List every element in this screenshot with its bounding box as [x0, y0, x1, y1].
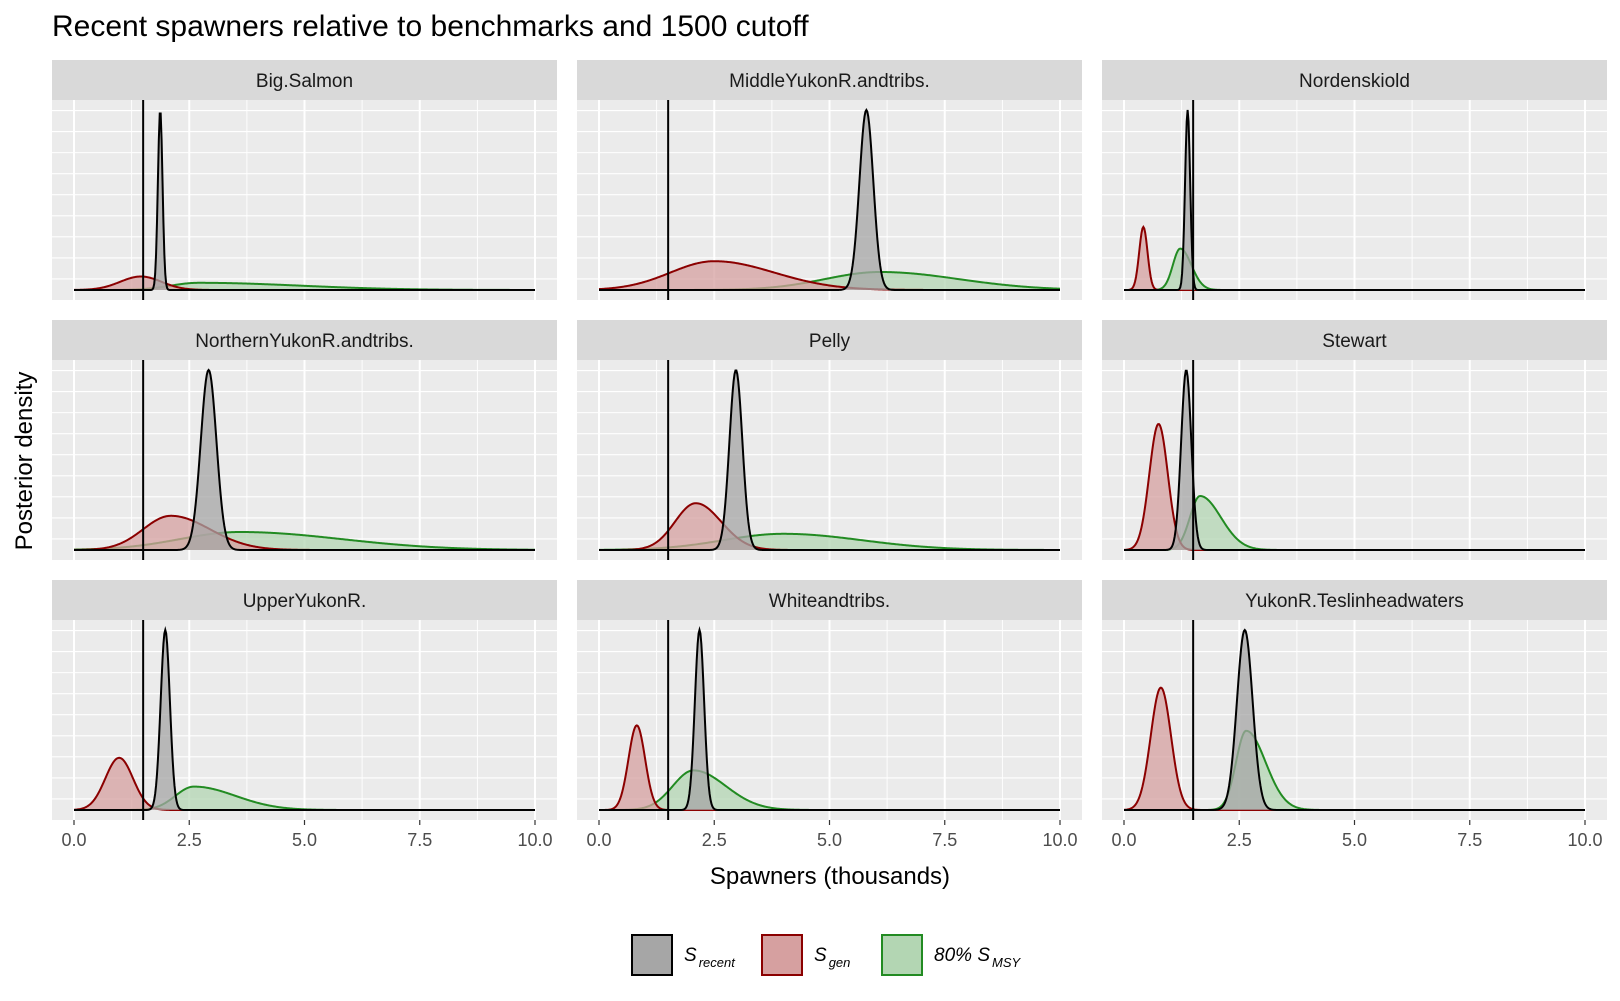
- density-80pct-smsy-area: [1124, 496, 1585, 550]
- facet-panel: MiddleYukonR.andtribs.: [577, 60, 1082, 300]
- facet-panel: Pelly: [577, 320, 1082, 560]
- x-axis-title: Spawners (thousands): [710, 863, 950, 890]
- facet-strip-label: MiddleYukonR.andtribs.: [729, 71, 930, 92]
- facet-panel: NorthernYukonR.andtribs.: [52, 320, 557, 560]
- density-srecent-line: [74, 626, 535, 811]
- density-srecent-line: [599, 108, 1060, 291]
- x-tick-label: 5.0: [817, 830, 842, 850]
- legend-base: S: [684, 945, 697, 966]
- legend-key-gen: [761, 934, 803, 976]
- facet-panel: UpperYukonR.: [52, 580, 557, 820]
- x-axes: 0.0 2.5 5.0 7.5 10.0 0.0 2.5 5.0 7.5 10.0 0.0 2.5 5.…: [61, 820, 1603, 850]
- x-tick-label: 7.5: [932, 830, 957, 850]
- density-sgen-area: [599, 261, 1060, 290]
- facet-panel: Nordenskiold: [1102, 60, 1607, 300]
- density-80pct-smsy-area: [599, 272, 1060, 290]
- facet-strip-label: Big.Salmon: [256, 71, 353, 92]
- x-tick-label: 5.0: [1342, 830, 1367, 850]
- x-tick-label: 0.0: [586, 830, 611, 850]
- x-tick-label: 10.0: [1567, 830, 1602, 850]
- x-tick-label: 5.0: [292, 830, 317, 850]
- facet-strip: [1102, 580, 1607, 620]
- density-sgen-area: [74, 276, 535, 290]
- density-srecent-line: [74, 112, 535, 291]
- facet-strip: [1102, 60, 1607, 100]
- density-sgen-area: [1124, 687, 1585, 810]
- facet-strip: [577, 60, 1082, 100]
- facet-panel: YukonR.Teslinheadwaters: [1102, 580, 1607, 820]
- y-axis-title: Posterior density: [11, 372, 38, 551]
- facet-panel: Big.Salmon: [52, 60, 557, 300]
- legend-item-msy: 80% S MSY: [881, 934, 1022, 976]
- facet-panel: Stewart: [1102, 320, 1607, 560]
- density-sgen-area: [1124, 424, 1585, 550]
- panel-grid: [52, 620, 557, 820]
- facet-strip: [52, 320, 557, 360]
- legend-base: S: [814, 945, 827, 966]
- x-tick-label: 2.5: [702, 830, 727, 850]
- facet-strip: [577, 320, 1082, 360]
- facet-strip-label: Whiteandtribs.: [769, 591, 890, 612]
- facet-strip-label: Nordenskiold: [1299, 71, 1410, 92]
- facet-strip: [52, 580, 557, 620]
- x-tick-label: 2.5: [177, 830, 202, 850]
- density-srecent-line: [1124, 628, 1585, 811]
- density-sgen-area: [599, 725, 1060, 810]
- density-srecent-line: [1124, 369, 1585, 551]
- density-80pct-smsy-area: [74, 786, 535, 810]
- facet-panel: Whiteandtribs.: [577, 580, 1082, 820]
- density-srecent-line: [1124, 109, 1585, 291]
- facet-strip: [52, 60, 557, 100]
- facet-strip-label: YukonR.Teslinheadwaters: [1245, 591, 1464, 612]
- x-tick-label: 10.0: [1042, 830, 1077, 850]
- legend-subscript: MSY: [992, 955, 1022, 970]
- x-tick-label: 7.5: [407, 830, 432, 850]
- x-tick-label: 2.5: [1227, 830, 1252, 850]
- density-srecent-line: [599, 626, 1060, 811]
- facet-strip-label: Stewart: [1322, 331, 1387, 352]
- facet-strip-label: UpperYukonR.: [243, 591, 367, 612]
- facet-strip-label: Pelly: [809, 331, 851, 352]
- facet-strip: [1102, 320, 1607, 360]
- density-srecent-line: [599, 369, 1060, 551]
- facet-strip-label: NorthernYukonR.andtribs.: [195, 331, 414, 352]
- legend-key-msy: [881, 934, 923, 976]
- x-tick-label: 7.5: [1457, 830, 1482, 850]
- density-80pct-smsy-area: [1124, 248, 1585, 290]
- x-tick-label: 0.0: [1111, 830, 1136, 850]
- x-tick-label: 0.0: [61, 830, 86, 850]
- legend-prefix: 80%: [934, 945, 977, 966]
- panel-grid: [577, 100, 1082, 300]
- density-80pct-smsy-area: [599, 770, 1060, 810]
- facet-strip: [577, 580, 1082, 620]
- legend-subscript: recent: [699, 955, 737, 970]
- panel-grid: [52, 100, 557, 300]
- facet-panels: Big.Salmon MiddleYukonR.andtribs. Nordensk…: [52, 60, 1607, 820]
- density-srecent-area: [74, 630, 535, 810]
- legend-key-recent: [631, 934, 673, 976]
- chart-title: Recent spawners relative to benchmarks a…: [52, 10, 809, 43]
- legend-label-msy: 80% S MSY: [934, 945, 1022, 970]
- legend-subscript: gen: [829, 955, 851, 970]
- legend-base: S: [977, 945, 990, 966]
- x-tick-label: 10.0: [517, 830, 552, 850]
- panel-grid: [577, 620, 1082, 820]
- density-sgen-area: [74, 757, 535, 810]
- density-srecent-line: [74, 368, 535, 551]
